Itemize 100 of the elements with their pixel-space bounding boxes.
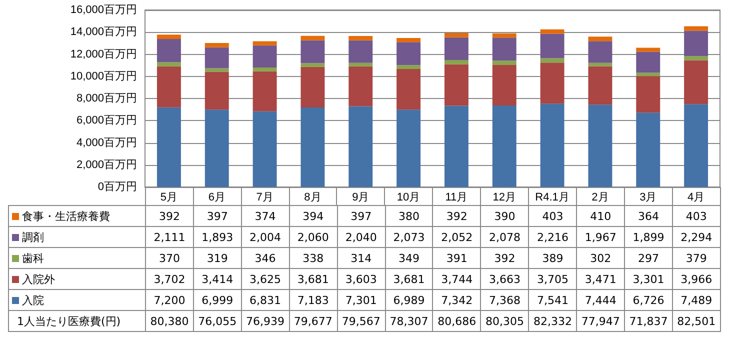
bar [540,62,564,104]
text: 79,567 [337,310,386,332]
bar [444,33,468,38]
data-label: 3,744 [432,268,481,290]
bar [588,41,612,63]
x-tick-label: 3月 [640,192,657,204]
bar [204,72,229,110]
text: 80,686 [432,310,481,332]
data-label: 392 [146,206,194,226]
data-label: 392 [480,248,529,268]
data-label: 6,989 [385,290,433,310]
data-label: 370 [146,248,194,268]
data-label: 391 [432,248,481,268]
data-label: 3,705 [528,268,577,290]
y-tick-label: 14,000百万円 [70,26,137,38]
bar [396,42,421,66]
text: 78,307 [385,310,433,332]
legend-label: 入院外 [22,272,55,286]
data-label: 403 [672,206,720,226]
bar [684,104,708,187]
bar [348,66,373,106]
text: 80,305 [480,310,529,332]
data-label: 3,681 [289,268,338,290]
data-label: 346 [241,248,290,268]
data-label: 2,052 [432,226,481,248]
x-tick-label: 8月 [304,192,322,204]
data-label: 319 [193,248,242,268]
x-tick-label: 7月 [256,192,274,204]
data-label: 3,625 [241,268,290,290]
legend-label: 入院 [22,294,44,306]
legend-label: 歯科 [22,252,44,264]
bar [540,104,564,187]
data-label: 2,060 [289,226,338,248]
data-label: 389 [528,248,577,268]
y-tick-label: 8,000百万円 [76,92,137,104]
bar [300,36,325,40]
legend-label: 調剤 [22,230,44,244]
bar [588,66,612,105]
bar [636,48,660,52]
bar [348,40,373,63]
data-label: 2,078 [480,226,529,248]
x-tick-label: 9月 [352,192,370,204]
data-label: 1,899 [624,226,672,248]
x-tick-label: 6月 [208,192,226,204]
y-tick-label: 4,000百万円 [76,136,137,149]
text: 79,677 [289,310,338,332]
data-label: 410 [576,206,625,226]
bar [300,66,325,108]
data-label: 3,603 [337,268,386,290]
data-label: 392 [432,206,481,226]
bar [396,110,421,187]
y-tick-label: 0百万円 [98,181,137,193]
data-label: 7,183 [289,290,338,310]
bar [204,68,229,72]
data-label: 1,893 [193,226,242,248]
data-label: 364 [624,206,672,226]
bar [396,65,421,69]
x-tick-label: 11月 [445,192,468,204]
x-tick-label: 10月 [396,192,420,204]
bar [444,106,468,187]
text: 71,837 [624,310,672,332]
bar [492,38,516,61]
data-label: 297 [624,248,672,268]
data-label: 314 [337,248,386,268]
bar [348,106,373,187]
data-label: 302 [576,248,625,268]
data-label: 6,999 [193,290,242,310]
data-label: 7,342 [432,290,481,310]
data-label: 6,726 [624,290,672,310]
data-label: 2,073 [385,226,433,248]
bar [204,47,229,68]
data-label: 3,702 [146,268,194,290]
x-tick-label: 4月 [687,192,705,204]
bar [492,60,516,65]
data-label: 6,831 [241,290,290,310]
y-tick-label: 6,000百万円 [76,114,137,127]
data-label: 3,663 [480,268,529,290]
bar [396,38,421,42]
data-label: 3,681 [385,268,433,290]
bar [540,58,564,63]
bar [204,110,229,187]
data-label: 2,294 [672,226,720,248]
bar [300,40,325,64]
bar [636,112,660,187]
legend-label: 食事・生活療養費 [22,210,110,222]
bar [684,60,708,104]
bar [156,34,181,39]
data-label: 2,004 [241,226,290,248]
data-label: 397 [337,206,386,226]
bar [444,64,468,106]
text: 76,055 [193,310,242,332]
bar [492,64,516,106]
x-tick-label: 12月 [492,192,516,204]
bar [156,66,181,108]
bar [492,33,516,38]
bar [588,36,612,42]
data-label: 3,301 [624,268,672,290]
bar [252,111,277,187]
data-label: 349 [385,248,433,268]
bar [588,62,612,66]
